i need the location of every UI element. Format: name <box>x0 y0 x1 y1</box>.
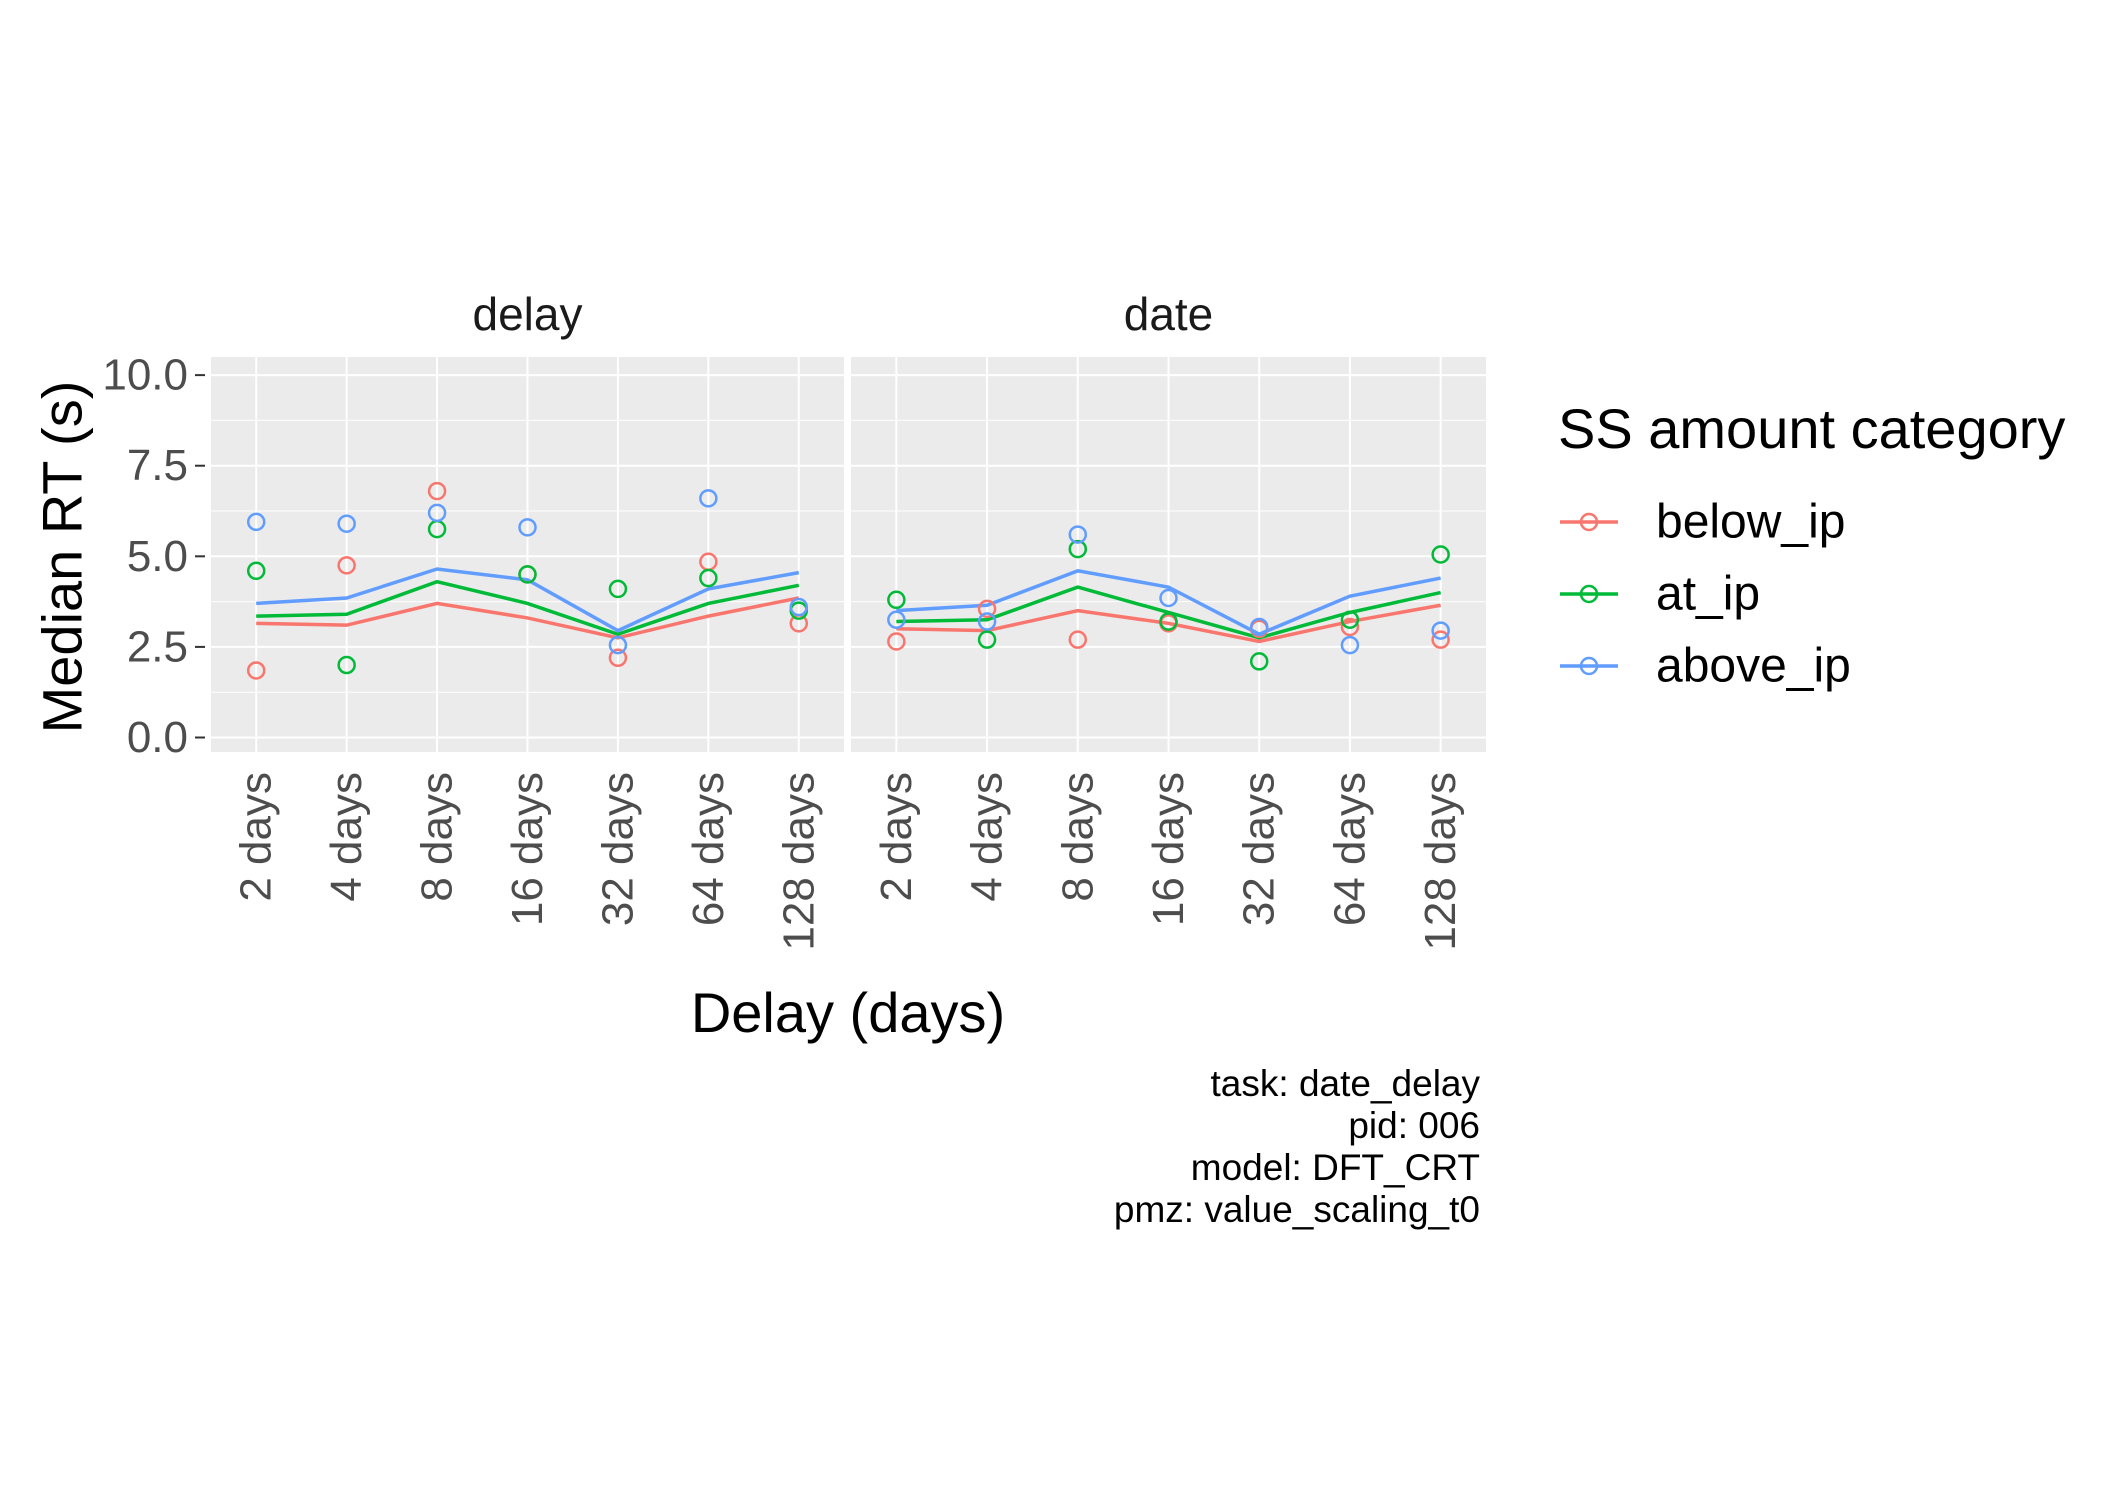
data-point-at_ip <box>1431 545 1450 564</box>
x-axis-title: Delay (days) <box>691 981 1005 1044</box>
data-point-at_ip <box>1068 539 1088 559</box>
y-axis-title: Median RT (s) <box>31 381 94 734</box>
facet-strip-label: delay <box>473 288 583 340</box>
data-point-below_ip <box>1340 617 1360 637</box>
y-axis: 0.0 2.5 5.0 7.5 10.0 <box>102 351 205 762</box>
data-point-at_ip <box>246 561 266 581</box>
legend-item-below_ip: below_ip <box>1560 496 1845 549</box>
x-tick-label: 128 days <box>1416 772 1465 951</box>
legend-item-above_ip: above_ip <box>1560 640 1851 693</box>
facet-panel-date: date 2 days 4 days 8 days 16 days 32 days 64 d… <box>851 288 1486 951</box>
caption-line: model: DFT_CRT <box>1191 1147 1480 1188</box>
x-tick-label: 64 days <box>684 772 733 926</box>
x-tick-label: 64 days <box>1325 772 1374 926</box>
legend-label: below_ip <box>1656 496 1845 549</box>
data-point-above_ip <box>1159 588 1178 608</box>
data-point-at_ip <box>608 579 628 599</box>
legend-label: above_ip <box>1656 640 1851 693</box>
data-point-above_ip <box>337 514 356 533</box>
x-tick-label: 2 days <box>232 772 281 902</box>
x-tick-label: 4 days <box>322 772 371 902</box>
data-point-at_ip <box>887 590 906 610</box>
series-line-above_ip <box>256 567 800 633</box>
data-point-below_ip <box>977 599 997 619</box>
legend-key-point <box>1579 584 1599 604</box>
data-point-above_ip <box>699 489 718 508</box>
data-point-above_ip <box>427 503 447 523</box>
legend-items: below_ip at_ip above_ip <box>1560 496 1851 693</box>
caption-line: pid: 006 <box>1348 1105 1480 1146</box>
x-tick-label: 32 days <box>1235 772 1284 926</box>
data-point-above_ip <box>1249 617 1269 637</box>
series-line-at_ip <box>256 579 800 637</box>
data-point-above_ip <box>887 610 906 629</box>
x-tick-label: 8 days <box>413 772 462 902</box>
x-tick-label: 32 days <box>593 772 642 926</box>
data-point-at_ip <box>337 655 356 675</box>
data-point-above_ip <box>608 635 628 655</box>
legend: SS amount category below_ip at_ip above_ip <box>1558 397 2065 693</box>
data-point-at_ip <box>518 565 537 584</box>
data-point-above_ip <box>789 597 809 617</box>
series-line-below_ip <box>256 596 800 640</box>
legend-title: SS amount category <box>1558 397 2065 460</box>
legend-label: at_ip <box>1656 568 1760 621</box>
facet-panels: delay 2 days 4 days 8 days 16 days 32 days 64 … <box>211 288 1486 951</box>
data-point-below_ip <box>1068 630 1088 649</box>
data-point-above_ip <box>1068 525 1088 544</box>
x-tick-label: 16 days <box>1144 772 1193 926</box>
data-point-at_ip <box>1249 652 1269 671</box>
data-point-above_ip <box>977 612 997 631</box>
legend-item-at_ip: at_ip <box>1560 568 1760 621</box>
data-point-above_ip <box>1431 621 1450 640</box>
caption-line: task: date_delay <box>1211 1063 1481 1104</box>
data-point-at_ip <box>699 568 718 588</box>
data-point-above_ip <box>1340 635 1360 655</box>
x-tick-label: 16 days <box>503 772 552 926</box>
y-tick-label: 7.5 <box>127 441 188 490</box>
x-tick-label: 2 days <box>872 772 921 902</box>
x-tick-label: 128 days <box>774 772 823 951</box>
y-tick-label: 5.0 <box>127 532 188 581</box>
legend-key-point <box>1579 656 1599 676</box>
x-tick-label: 8 days <box>1053 772 1102 902</box>
data-point-above_ip <box>518 518 537 537</box>
data-point-below_ip <box>246 661 266 680</box>
data-point-below_ip <box>427 481 447 501</box>
data-point-below_ip <box>1431 630 1450 649</box>
facet-strip-label: date <box>1124 288 1214 340</box>
data-point-at_ip <box>1340 610 1360 629</box>
y-tick-label: 2.5 <box>127 622 188 671</box>
facet-panel-delay: delay 2 days 4 days 8 days 16 days 32 days 64 … <box>211 288 844 951</box>
data-point-at_ip <box>1159 612 1178 631</box>
data-point-below_ip <box>887 632 906 651</box>
data-point-above_ip <box>246 512 266 532</box>
data-point-at_ip <box>977 630 997 649</box>
caption-line: pmz: value_scaling_t0 <box>1114 1189 1480 1230</box>
data-point-below_ip <box>608 648 628 668</box>
legend-key-point <box>1579 512 1599 532</box>
x-tick-label: 4 days <box>963 772 1012 902</box>
data-point-below_ip <box>337 556 356 575</box>
series-line-above_ip <box>896 568 1441 637</box>
y-tick-label: 10.0 <box>102 351 188 400</box>
y-tick-label: 0.0 <box>127 713 188 762</box>
